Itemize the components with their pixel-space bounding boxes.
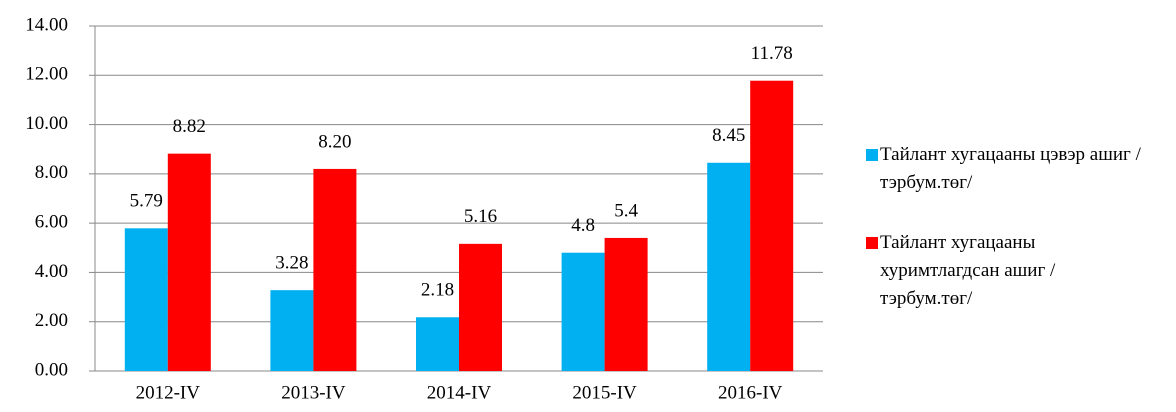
data-label: 5.4: [614, 200, 638, 221]
bar: [707, 162, 751, 371]
legend-swatch: [866, 237, 878, 249]
data-label: 2.18: [421, 280, 454, 301]
y-tick-label: 4.00: [35, 261, 68, 282]
bar: [167, 153, 211, 371]
x-tick-label: 2016-IV: [718, 382, 783, 403]
x-tick-label: 2013-IV: [281, 382, 346, 403]
legend-swatch: [866, 149, 878, 161]
bar: [604, 237, 648, 371]
x-tick-label: 2015-IV: [572, 382, 637, 403]
y-tick-label: 8.00: [35, 162, 68, 183]
bar: [459, 243, 502, 371]
data-label: 3.28: [275, 253, 308, 274]
bar: [561, 252, 605, 371]
y-tick-label: 6.00: [35, 212, 68, 233]
y-tick-label: 10.00: [25, 113, 68, 134]
data-label: 11.78: [751, 43, 793, 64]
bar: [416, 317, 459, 371]
data-label: 8.82: [173, 116, 206, 137]
bar: [270, 290, 314, 371]
data-label: 5.79: [130, 191, 163, 212]
data-label: 4.8: [571, 215, 595, 236]
y-tick-label: 0.00: [35, 359, 68, 380]
bar: [313, 168, 357, 371]
legend-label: Тайлант хугацааны цэвэр ашиг /тэрбум.төг…: [880, 144, 1141, 193]
bar: [750, 80, 794, 371]
data-label: 8.45: [712, 125, 745, 146]
x-tick-label: 2014-IV: [427, 382, 492, 403]
legend-label: Тайлант хугацааны хуримтлагдсан ашиг /тэ…: [880, 232, 1056, 309]
x-tick-label: 2012-IV: [136, 382, 201, 403]
data-label: 5.16: [464, 206, 497, 227]
y-tick-label: 2.00: [35, 310, 68, 331]
y-tick-label: 14.00: [25, 14, 68, 35]
y-tick-label: 12.00: [25, 64, 68, 85]
bar: [124, 228, 168, 371]
data-label: 8.20: [318, 131, 351, 152]
